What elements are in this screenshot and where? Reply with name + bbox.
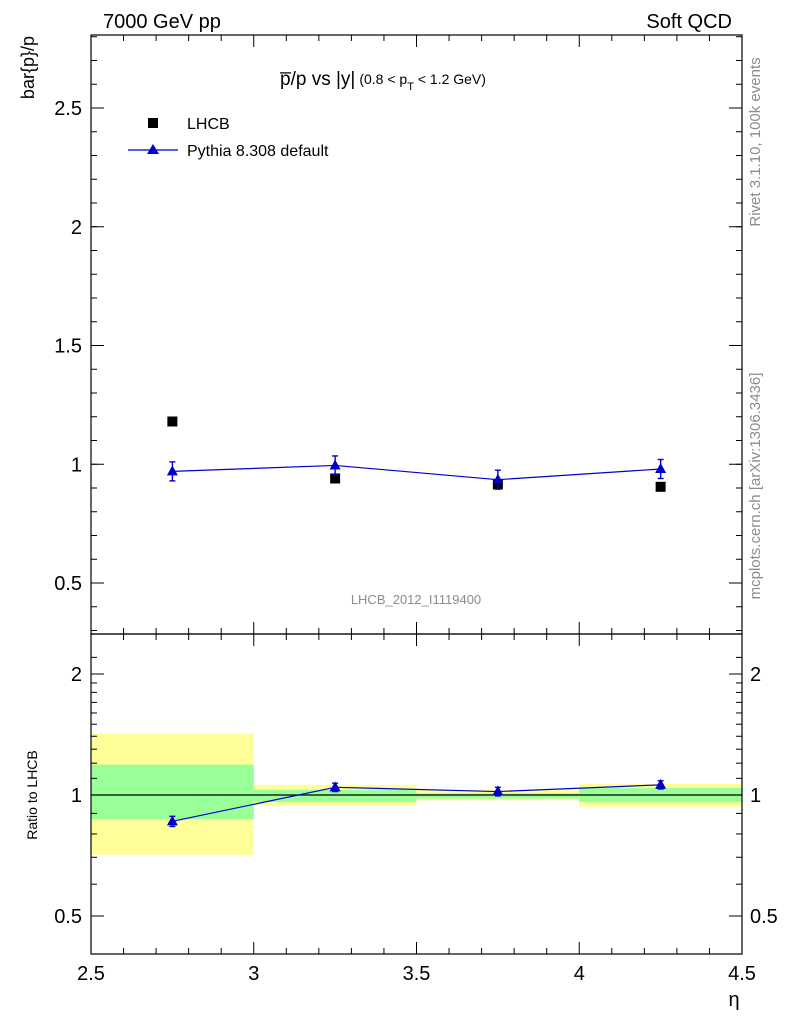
title-cut-a: (0.8 < p	[359, 71, 407, 87]
ratio-xtick-label: 2.5	[77, 963, 105, 985]
title-cut-sub: T	[407, 81, 414, 93]
ratio-bands	[91, 733, 742, 855]
ratio-xtick-label: 4.5	[728, 963, 756, 985]
ratio-band-inner	[253, 789, 417, 803]
main-ytick-label: 1.5	[54, 336, 82, 358]
pythia-point	[329, 459, 341, 470]
pythia-point	[492, 473, 504, 484]
lhcb-point	[167, 416, 178, 427]
ratio-pythia-point	[492, 785, 504, 796]
main-ytick-label: 2.5	[54, 98, 82, 120]
main-panel: bar{p}/p p̅/p vs |y| (0.8 < pT < 1.2 GeV)…	[18, 34, 743, 635]
lhcb-point	[330, 473, 341, 484]
legend: LHCB Pythia 8.308 default	[128, 116, 329, 160]
ratio-data-marks	[166, 778, 667, 828]
mcplots-label: mcplots.cern.ch [arXiv:1306.3436]	[747, 373, 764, 600]
ratio-xlabel: η	[728, 989, 739, 1011]
header-right: Soft QCD	[646, 11, 732, 33]
legend-marker-pythia	[147, 144, 159, 154]
legend-label-pythia: Pythia 8.308 default	[187, 143, 329, 160]
ratio-ytick-label: 2	[71, 664, 82, 686]
lhcb-point	[655, 481, 666, 492]
ratio-ytick-label-right: 2	[750, 664, 761, 686]
legend-marker-lhcb	[148, 118, 158, 128]
pythia-point	[655, 463, 667, 473]
ratio-xtick-label: 3	[248, 963, 259, 985]
main-axis-ticks: 0.5 1 1.5 2 2.5	[54, 35, 743, 634]
title-cut-b: < 1.2 GeV)	[414, 71, 486, 87]
ratio-ytick-label: 0.5	[54, 906, 82, 928]
ratio-ylabel: Ratio to LHCB	[24, 750, 40, 839]
ratio-panel: 0.5 0.5 1 1 2 2 2.5 3 3.5 4 4.5 Ratio to LHCB η	[24, 633, 778, 1011]
main-ytick-label: 0.5	[54, 573, 82, 595]
main-ytick-label: 2	[71, 217, 82, 239]
ratio-ytick-label-right: 0.5	[750, 906, 778, 928]
ratio-pythia-point	[655, 778, 667, 789]
ratio-frame	[90, 633, 743, 955]
rivet-label: Rivet 3.1.10, 100k events	[747, 57, 764, 226]
ratio-pythia-point	[166, 815, 178, 826]
main-ylabel: bar{p}/p	[18, 36, 38, 99]
ratio-axis-ticks: 0.5 0.5 1 1 2 2 2.5 3 3.5 4 4.5	[54, 634, 778, 985]
header-left: 7000 GeV pp	[103, 11, 221, 33]
main-data-marks	[166, 416, 667, 492]
ratio-pythia-line	[172, 784, 661, 822]
main-title: p̅/p vs |y| (0.8 < pT < 1.2 GeV)	[280, 69, 486, 93]
ratio-xtick-label: 4	[574, 963, 585, 985]
ratio-pythia-point	[329, 781, 341, 792]
main-ytick-label: 1	[71, 454, 82, 476]
title-prefix: p̅/p vs |y|	[280, 69, 356, 90]
pythia-point	[166, 465, 178, 476]
ratio-ytick-label: 1	[71, 785, 82, 807]
ratio-ytick-label-right: 1	[750, 785, 761, 807]
ratio-xtick-label: 3.5	[403, 963, 431, 985]
pythia-line	[172, 464, 661, 481]
watermark: LHCB_2012_I1119400	[351, 592, 481, 607]
legend-label-lhcb: LHCB	[187, 116, 230, 133]
ratio-band-inner	[91, 764, 254, 820]
